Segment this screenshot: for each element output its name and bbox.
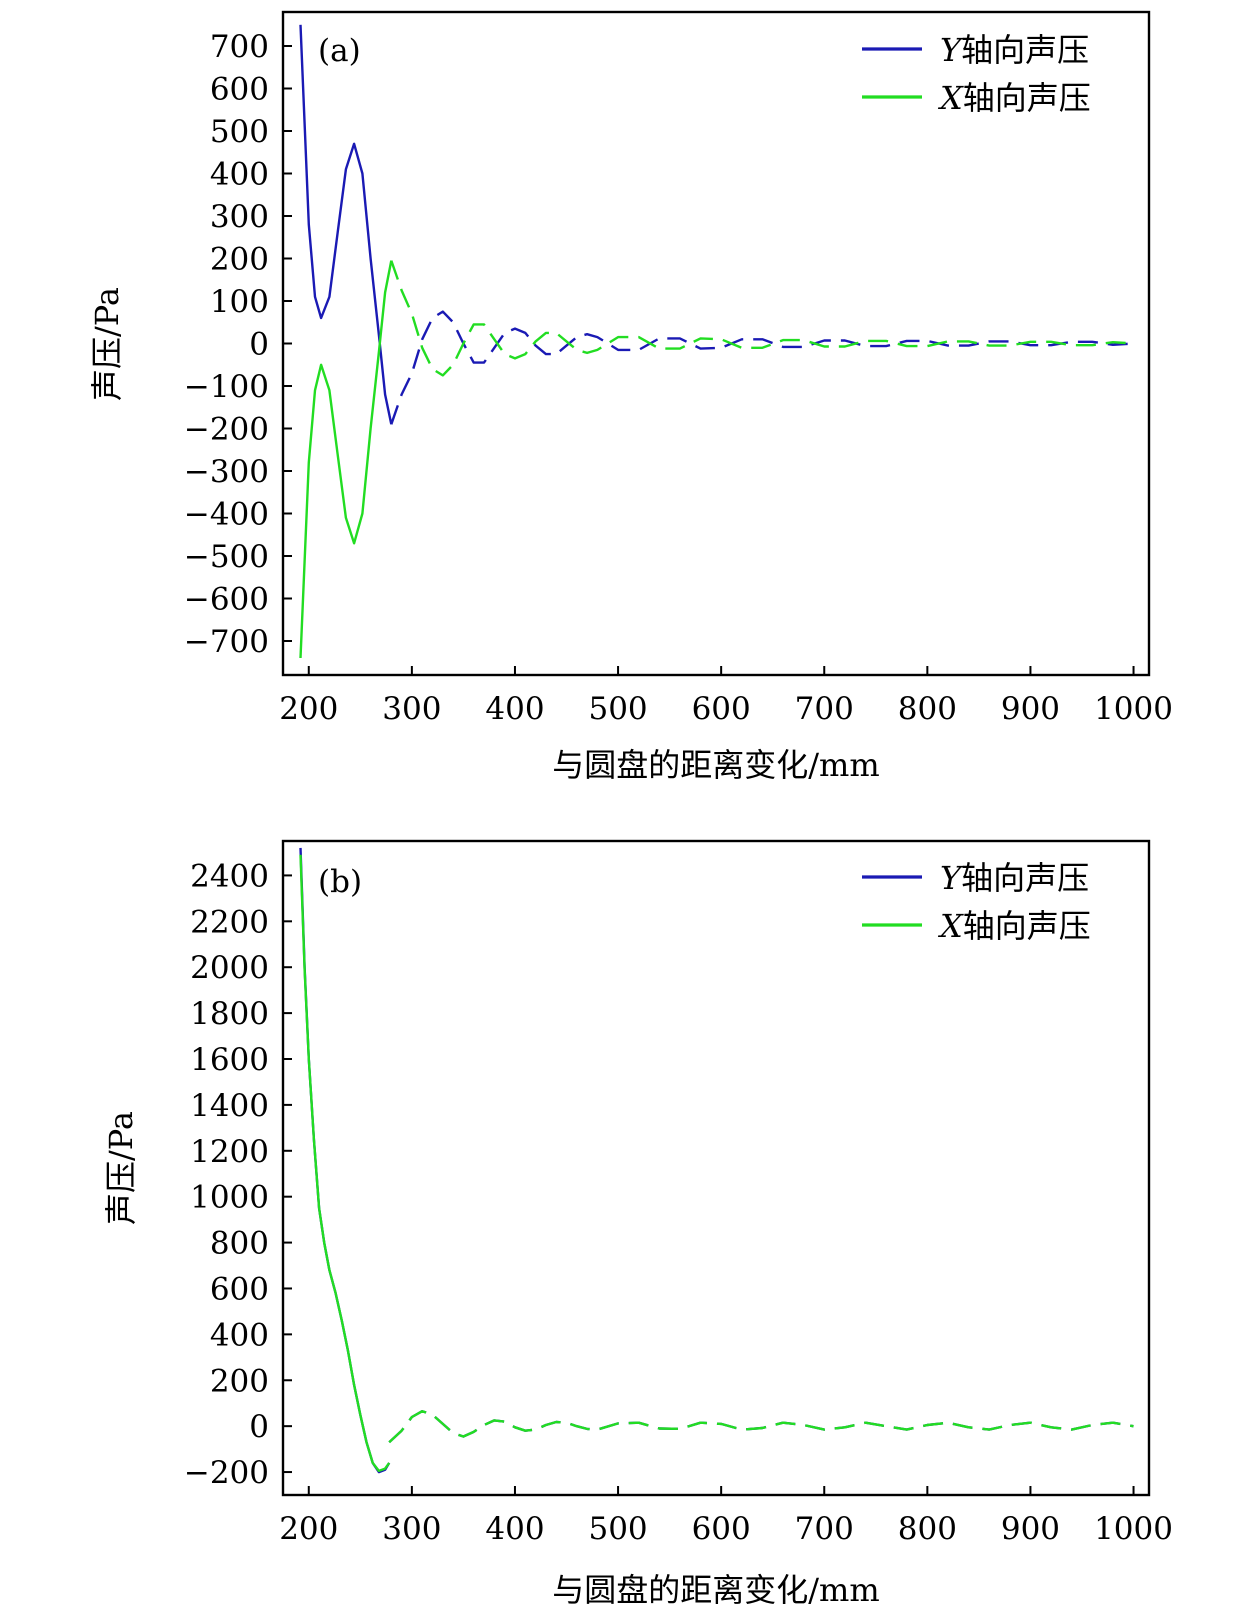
- panel-b-y-tick-label: 1200: [190, 1134, 269, 1170]
- panel-b-y-tick-label: 2400: [190, 858, 269, 894]
- panel-b-x-tick-label: 900: [1001, 1511, 1060, 1547]
- panel-b-y-tick-label: 600: [210, 1271, 269, 1307]
- panel-a-y-tick-label: −300: [184, 454, 269, 490]
- panel-b-x-tick-label: 200: [279, 1511, 338, 1547]
- panel-b-y-tick-label: 1800: [190, 996, 269, 1032]
- panel-a-label: (a): [318, 33, 361, 69]
- panel-a-x-tick-label: 400: [485, 691, 544, 727]
- panel-a-series-x-solid-line: [299, 260, 393, 659]
- panel-a-x-tick-label: 200: [279, 691, 338, 727]
- panel-b-x-axis-label: 与圆盘的距离变化/mm: [552, 1571, 879, 1609]
- panel-b-y-tick-label: 200: [210, 1363, 269, 1399]
- panel-b-y-tick-label: 0: [249, 1409, 269, 1445]
- panel-a-x-tick-label: 1000: [1094, 691, 1173, 727]
- panel-a-y-tick-label: 600: [210, 72, 269, 108]
- panel-a-y-tick-label: 500: [210, 114, 269, 150]
- panel-b-y-tick-label: 1600: [190, 1042, 269, 1078]
- panel-b-ticks: 200 300 400 500 600 700 800 900 1000240022002000…: [184, 858, 1173, 1547]
- panel-b-x-tick-label: 700: [795, 1511, 854, 1547]
- panel-b-series-x-solid-line: [299, 854, 391, 1473]
- panel-b-x-tick-label: 300: [382, 1511, 441, 1547]
- panel-a-chart: (a) 200 300 400 500 600 700 800 900 100070060050…: [88, 10, 1173, 784]
- panel-a-x-tick-label: 500: [588, 691, 647, 727]
- panel-b-y-tick-label: −200: [184, 1455, 269, 1491]
- panel-a-y-tick-label: −200: [184, 412, 269, 448]
- panel-a-y-tick-label: −400: [184, 497, 269, 533]
- panel-b-y-tick-label: 1400: [190, 1088, 269, 1124]
- panel-a-y-tick-label: −100: [184, 369, 269, 405]
- panel-b-y-tick-label: 400: [210, 1317, 269, 1353]
- panel-a-series-x-dashed-line: [390, 260, 1134, 377]
- panel-b-label: (b): [318, 864, 362, 900]
- panel-a-x-tick-label: 700: [795, 691, 854, 727]
- panel-b-y-tick-label: 800: [210, 1226, 269, 1262]
- panel-a-y-tick-label: −700: [184, 624, 269, 660]
- panel-b-x-tick-label: 600: [692, 1511, 751, 1547]
- panel-b-x-tick-label: 1000: [1094, 1511, 1173, 1547]
- panel-b-series: [299, 847, 1134, 1474]
- panel-b-chart: (b) 200 300 400 500 600 700 800 900 1000 2400 2200…: [102, 839, 1173, 1609]
- panel-a-ticks: 200 300 400 500 600 700 800 900 1000700600500400…: [184, 29, 1173, 727]
- panel-b-series-y-dashed-line: [388, 1409, 1134, 1444]
- panel-a-series-y-dashed-line: [390, 310, 1134, 425]
- panel-a-y-tick-label: −600: [184, 582, 269, 618]
- panel-a-legend: Y轴向声压 X轴向声压: [862, 31, 1091, 117]
- panel-a-x-tick-label: 600: [692, 691, 751, 727]
- panel-b-legend: Y轴向声压 X轴向声压: [862, 859, 1091, 945]
- panel-a-y-tick-label: 0: [249, 327, 269, 363]
- panel-a-y-tick-label: 700: [210, 29, 269, 65]
- panel-a-series: [299, 24, 1134, 659]
- panel-a-legend-entry-x: X轴向声压: [937, 79, 1091, 117]
- panel-b-x-tick-label: 500: [588, 1511, 647, 1547]
- panel-b-x-tick-label: 400: [485, 1511, 544, 1547]
- panel-b-y-axis-label: 声压/Pa: [102, 1111, 140, 1225]
- panel-a-y-tick-label: 100: [210, 284, 269, 320]
- panel-b-legend-entry-y: Y轴向声压: [940, 859, 1089, 897]
- panel-b-legend-entry-x: X轴向声压: [937, 907, 1091, 945]
- panel-a-y-axis-label: 声压/Pa: [88, 287, 126, 401]
- panel-a-legend-entry-y: Y轴向声压: [940, 31, 1089, 69]
- panel-b-series-x-dashed-line: [388, 1409, 1134, 1444]
- panel-a-x-tick-label: 800: [898, 691, 957, 727]
- panel-a-y-tick-label: 300: [210, 199, 269, 235]
- panel-a-x-tick-label: 900: [1001, 691, 1060, 727]
- panel-b-y-tick-label: 2200: [190, 904, 269, 940]
- panel-b-plot-frame: [281, 839, 1151, 1497]
- panel-a-series-y-solid-line: [299, 24, 393, 425]
- panel-b-x-tick-label: 800: [898, 1511, 957, 1547]
- panel-a-y-tick-label: 400: [210, 157, 269, 193]
- panel-a-x-axis-label: 与圆盘的距离变化/mm: [552, 746, 879, 784]
- panel-a-x-tick-label: 300: [382, 691, 441, 727]
- panel-a-y-tick-label: 200: [210, 242, 269, 278]
- panel-b-y-tick-label: 1000: [190, 1180, 269, 1216]
- panel-b-y-tick-label: 2000: [190, 950, 269, 986]
- panel-b-series-y-solid-line: [299, 847, 391, 1474]
- panel-a-y-tick-label: −500: [184, 539, 269, 575]
